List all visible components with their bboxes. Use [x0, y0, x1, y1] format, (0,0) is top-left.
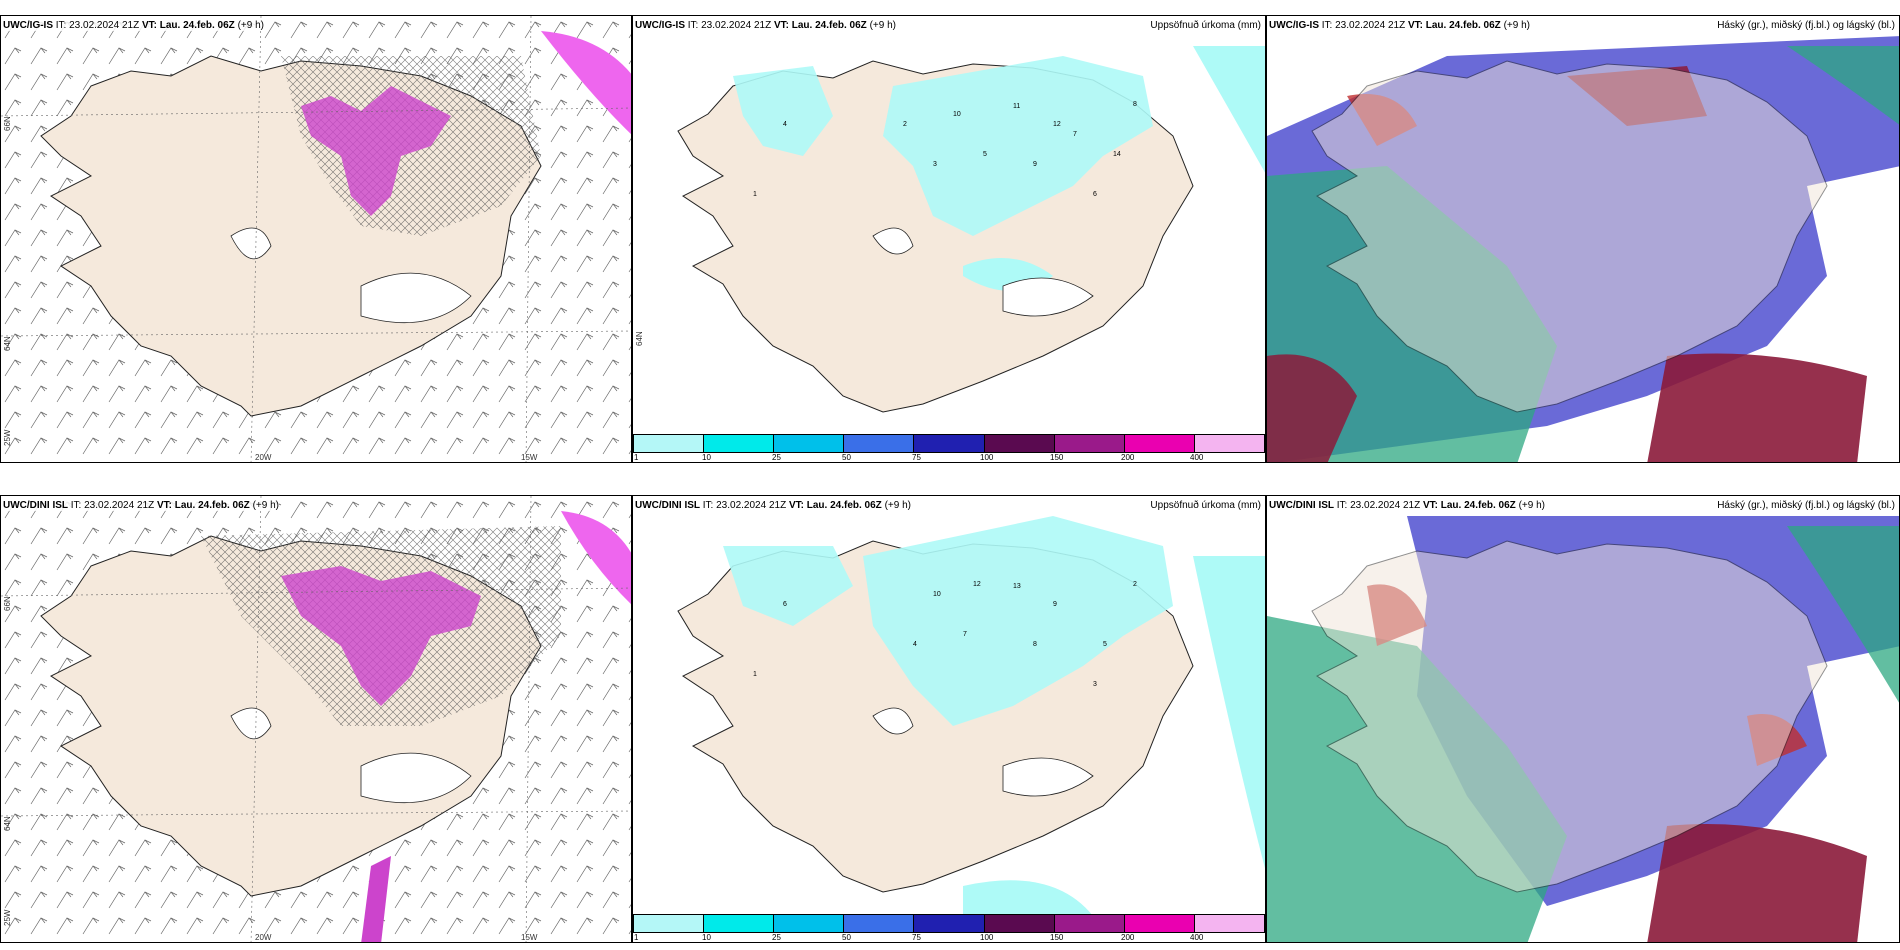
precip-label: 3	[933, 161, 937, 168]
panel-subtitle: Háský (gr.), miðský (fj.bl.) og lágský (…	[1717, 500, 1895, 511]
precip-panel-top: UWC/IG-IS IT: 23.02.2024 21Z VT: Lau. 24…	[632, 15, 1266, 463]
colorbar-seg	[1054, 915, 1125, 932]
precip-label: 10	[933, 591, 941, 598]
precip-map: 2 10 11 12 14 3 5 9 7 1 4 6 8	[677, 46, 1265, 413]
colorbar-seg	[844, 915, 915, 932]
precip-colorbar	[633, 434, 1265, 453]
panel-subtitle: Uppsöfnuð úrkoma (mm)	[1150, 500, 1261, 511]
wind-map	[1, 496, 631, 942]
colorbar-seg	[984, 435, 1055, 452]
panel-title: UWC/IG-IS IT: 23.02.2024 21Z VT: Lau. 24…	[3, 20, 264, 31]
precip-panel-bottom: UWC/DINI ISL IT: 23.02.2024 21Z VT: Lau.…	[632, 495, 1266, 943]
precip-label: 7	[1073, 131, 1077, 138]
colorbar-seg	[1194, 435, 1264, 452]
precip-label: 3	[1093, 681, 1097, 688]
cloud-panel-top: UWC/IG-IS IT: 23.02.2024 21Z VT: Lau. 24…	[1266, 15, 1900, 463]
lon-label-15w: 15W	[521, 933, 538, 942]
lon-label-15w: 15W	[521, 453, 538, 462]
panel-title: UWC/IG-IS IT: 23.02.2024 21Z VT: Lau. 24…	[1269, 20, 1530, 31]
precip-label: 9	[1053, 601, 1057, 608]
lat-label-64n: 64N	[3, 816, 12, 831]
colorbar-seg	[704, 435, 775, 452]
precip-label: 5	[983, 151, 987, 158]
colorbar-seg	[634, 435, 705, 452]
colorbar-seg	[774, 435, 845, 452]
lat-label-64n: 64N	[3, 336, 12, 351]
precip-label: 2	[903, 121, 907, 128]
cloud-map	[1267, 516, 1899, 942]
lat-label-66n: 66N	[3, 596, 12, 611]
lon-label-20w: 20W	[255, 933, 272, 942]
colorbar-seg	[984, 915, 1055, 932]
panel-title: UWC/IG-IS IT: 23.02.2024 21Z VT: Lau. 24…	[635, 20, 896, 31]
colorbar-seg	[844, 435, 915, 452]
precip-label: 14	[1113, 151, 1121, 158]
wind-panel-bottom: UWC/DINI ISL IT: 23.02.2024 21Z VT: Lau.…	[0, 495, 632, 943]
lat-label-64n: 64N	[635, 331, 644, 346]
colorbar-seg	[774, 915, 845, 932]
colorbar-seg	[914, 915, 985, 932]
precip-label: 7	[963, 631, 967, 638]
precip-colorbar	[633, 914, 1265, 933]
precip-label: 9	[1033, 161, 1037, 168]
wind-panel-top: UWC/IG-IS IT: 23.02.2024 21Z VT: Lau. 24…	[0, 15, 632, 463]
precip-label: 11	[1013, 103, 1020, 110]
colorbar-seg	[634, 915, 705, 932]
panel-title: UWC/DINI ISL IT: 23.02.2024 21Z VT: Lau.…	[635, 500, 911, 511]
precip-label: 2	[1133, 581, 1137, 588]
precip-label: 1	[753, 191, 757, 198]
panel-subtitle: Háský (gr.), miðský (fj.bl.) og lágský (…	[1717, 20, 1895, 31]
panel-title: UWC/DINI ISL IT: 23.02.2024 21Z VT: Lau.…	[1269, 500, 1545, 511]
precip-label: 10	[953, 111, 961, 118]
lat-label-25w: 25W	[3, 909, 12, 926]
precip-label: 8	[1033, 641, 1037, 648]
lat-label-25w: 25W	[3, 429, 12, 446]
precip-label: 8	[1133, 101, 1137, 108]
lat-label-66n: 66N	[3, 116, 12, 131]
precip-label: 12	[973, 581, 981, 588]
precip-map: 10 12 13 9 5 4 7 8 1 6 3 2	[677, 516, 1265, 926]
colorbar-seg	[1054, 435, 1125, 452]
cloud-panel-bottom: UWC/DINI ISL IT: 23.02.2024 21Z VT: Lau.…	[1266, 495, 1900, 943]
colorbar-seg	[704, 915, 775, 932]
wind-map	[1, 16, 631, 462]
precip-label: 6	[1093, 191, 1097, 198]
precip-label: 13	[1013, 583, 1021, 590]
colorbar-seg	[1194, 915, 1264, 932]
colorbar-seg	[1124, 435, 1195, 452]
colorbar-seg	[914, 435, 985, 452]
panel-subtitle: Uppsöfnuð úrkoma (mm)	[1150, 20, 1261, 31]
precip-label: 4	[913, 641, 917, 648]
precip-label: 5	[1103, 641, 1107, 648]
colorbar-seg	[1124, 915, 1195, 932]
panel-title: UWC/DINI ISL IT: 23.02.2024 21Z VT: Lau.…	[3, 500, 279, 511]
precip-label: 6	[783, 601, 787, 608]
precip-label: 12	[1053, 121, 1061, 128]
lon-label-20w: 20W	[255, 453, 272, 462]
precip-label: 1	[753, 671, 757, 678]
cloud-map	[1267, 36, 1899, 462]
precip-label: 4	[783, 121, 787, 128]
